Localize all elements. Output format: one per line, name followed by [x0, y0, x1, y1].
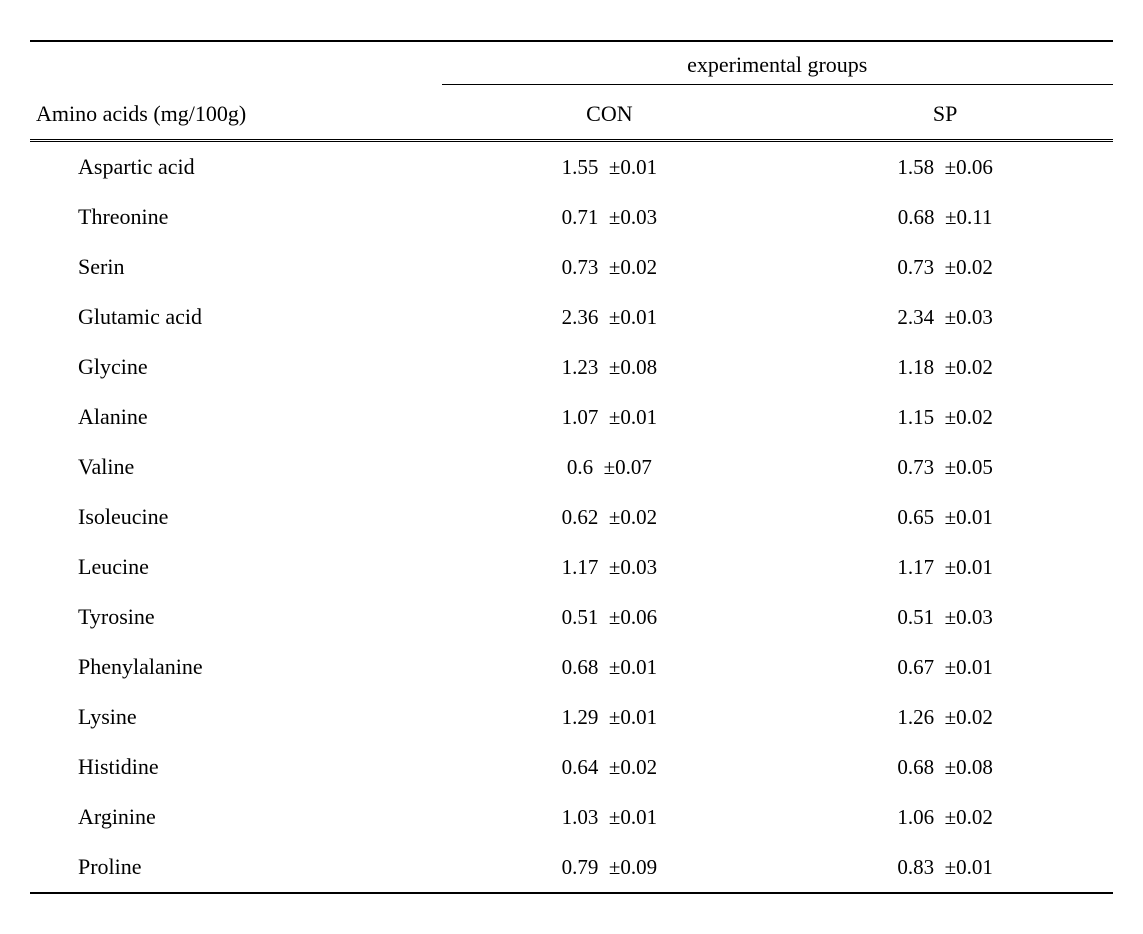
value-sp: 0.65 ±0.01 — [777, 492, 1113, 542]
amino-acid-name: Leucine — [30, 542, 442, 592]
value-con: 0.64 ±0.02 — [442, 742, 778, 792]
table-row: Glycine1.23 ±0.081.18 ±0.02 — [30, 342, 1113, 392]
column-header-sp: SP — [777, 89, 1113, 141]
column-spanner: experimental groups — [442, 41, 1113, 84]
value-con: 2.36 ±0.01 — [442, 292, 778, 342]
table-row: Histidine0.64 ±0.020.68 ±0.08 — [30, 742, 1113, 792]
amino-acid-name: Aspartic acid — [30, 141, 442, 193]
value-sp: 0.68 ±0.11 — [777, 192, 1113, 242]
amino-acid-name: Serin — [30, 242, 442, 292]
value-con: 0.62 ±0.02 — [442, 492, 778, 542]
value-sp: 0.68 ±0.08 — [777, 742, 1113, 792]
value-sp: 1.26 ±0.02 — [777, 692, 1113, 742]
amino-acid-name: Tyrosine — [30, 592, 442, 642]
value-con: 1.23 ±0.08 — [442, 342, 778, 392]
value-con: 1.03 ±0.01 — [442, 792, 778, 842]
table-row: Tyrosine0.51 ±0.060.51 ±0.03 — [30, 592, 1113, 642]
amino-acids-table: experimental groups Amino acids (mg/100g… — [30, 40, 1113, 894]
amino-acid-name: Glutamic acid — [30, 292, 442, 342]
value-sp: 0.73 ±0.02 — [777, 242, 1113, 292]
value-sp: 0.73 ±0.05 — [777, 442, 1113, 492]
value-con: 0.6 ±0.07 — [442, 442, 778, 492]
row-header-label: Amino acids (mg/100g) — [30, 89, 442, 141]
value-sp: 1.06 ±0.02 — [777, 792, 1113, 842]
value-sp: 1.58 ±0.06 — [777, 141, 1113, 193]
value-con: 0.71 ±0.03 — [442, 192, 778, 242]
amino-acid-name: Arginine — [30, 792, 442, 842]
amino-acid-name: Glycine — [30, 342, 442, 392]
table-row: Phenylalanine0.68 ±0.010.67 ±0.01 — [30, 642, 1113, 692]
table-row: Glutamic acid2.36 ±0.012.34 ±0.03 — [30, 292, 1113, 342]
value-sp: 1.18 ±0.02 — [777, 342, 1113, 392]
value-con: 1.17 ±0.03 — [442, 542, 778, 592]
amino-acid-name: Isoleucine — [30, 492, 442, 542]
value-con: 1.07 ±0.01 — [442, 392, 778, 442]
table-row: Isoleucine0.62 ±0.020.65 ±0.01 — [30, 492, 1113, 542]
amino-acid-name: Phenylalanine — [30, 642, 442, 692]
table-row: Threonine0.71 ±0.030.68 ±0.11 — [30, 192, 1113, 242]
column-header-con: CON — [442, 89, 778, 141]
value-sp: 0.67 ±0.01 — [777, 642, 1113, 692]
value-con: 0.73 ±0.02 — [442, 242, 778, 292]
amino-acid-name: Valine — [30, 442, 442, 492]
table-row: Alanine1.07 ±0.011.15 ±0.02 — [30, 392, 1113, 442]
value-con: 0.68 ±0.01 — [442, 642, 778, 692]
table-row: Arginine1.03 ±0.011.06 ±0.02 — [30, 792, 1113, 842]
table-row: Proline0.79 ±0.090.83 ±0.01 — [30, 842, 1113, 893]
table-row: Aspartic acid1.55 ±0.011.58 ±0.06 — [30, 141, 1113, 193]
table-row: Lysine1.29 ±0.011.26 ±0.02 — [30, 692, 1113, 742]
value-sp: 0.83 ±0.01 — [777, 842, 1113, 893]
value-sp: 2.34 ±0.03 — [777, 292, 1113, 342]
table-row: Leucine1.17 ±0.031.17 ±0.01 — [30, 542, 1113, 592]
table-row: Valine0.6 ±0.070.73 ±0.05 — [30, 442, 1113, 492]
value-sp: 1.17 ±0.01 — [777, 542, 1113, 592]
table-row: Serin0.73 ±0.020.73 ±0.02 — [30, 242, 1113, 292]
value-con: 1.55 ±0.01 — [442, 141, 778, 193]
value-con: 1.29 ±0.01 — [442, 692, 778, 742]
amino-acid-name: Histidine — [30, 742, 442, 792]
amino-acid-name: Proline — [30, 842, 442, 893]
amino-acid-name: Lysine — [30, 692, 442, 742]
amino-acid-name: Threonine — [30, 192, 442, 242]
table-body: Aspartic acid1.55 ±0.011.58 ±0.06Threoni… — [30, 141, 1113, 894]
spanner-underline — [442, 84, 1113, 85]
value-con: 0.51 ±0.06 — [442, 592, 778, 642]
value-sp: 1.15 ±0.02 — [777, 392, 1113, 442]
value-con: 0.79 ±0.09 — [442, 842, 778, 893]
amino-acid-name: Alanine — [30, 392, 442, 442]
value-sp: 0.51 ±0.03 — [777, 592, 1113, 642]
